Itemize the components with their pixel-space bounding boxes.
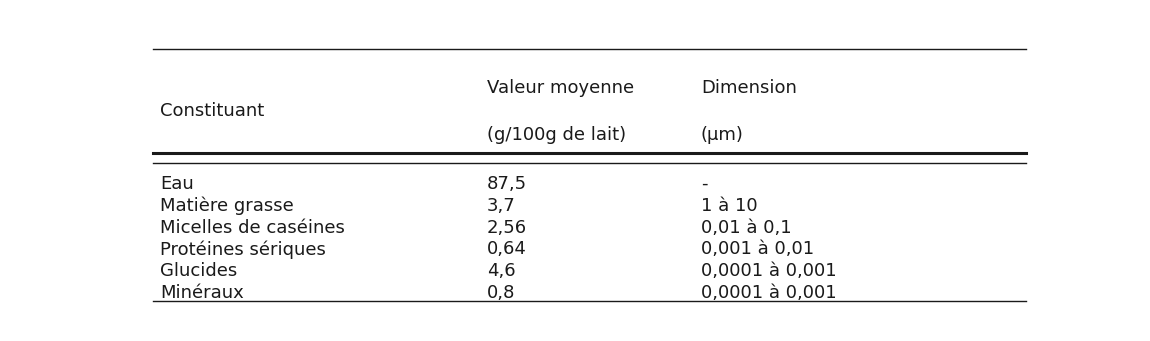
Text: Matière grasse: Matière grasse [160,196,293,215]
Text: 0,0001 à 0,001: 0,0001 à 0,001 [700,284,836,302]
Text: 4,6: 4,6 [486,262,515,280]
Text: 0,001 à 0,01: 0,001 à 0,01 [700,240,814,258]
Text: 0,8: 0,8 [486,284,515,302]
Text: 0,64: 0,64 [486,240,527,258]
Text: 3,7: 3,7 [486,197,515,215]
Text: Constituant: Constituant [160,102,264,119]
Text: 0,0001 à 0,001: 0,0001 à 0,001 [700,262,836,280]
Text: (g/100g de lait): (g/100g de lait) [486,127,626,145]
Text: Protéines sériques: Protéines sériques [160,240,325,259]
Text: Eau: Eau [160,175,193,193]
Text: (μm): (μm) [700,127,744,145]
Text: Dimension: Dimension [700,79,797,97]
Text: 2,56: 2,56 [486,219,527,237]
Text: -: - [700,175,707,193]
Text: 1 à 10: 1 à 10 [700,197,758,215]
Text: Valeur moyenne: Valeur moyenne [486,79,634,97]
Text: Minéraux: Minéraux [160,284,244,302]
Text: 87,5: 87,5 [486,175,527,193]
Text: Glucides: Glucides [160,262,237,280]
Text: Micelles de caséines: Micelles de caséines [160,219,345,237]
Text: 0,01 à 0,1: 0,01 à 0,1 [700,219,791,237]
